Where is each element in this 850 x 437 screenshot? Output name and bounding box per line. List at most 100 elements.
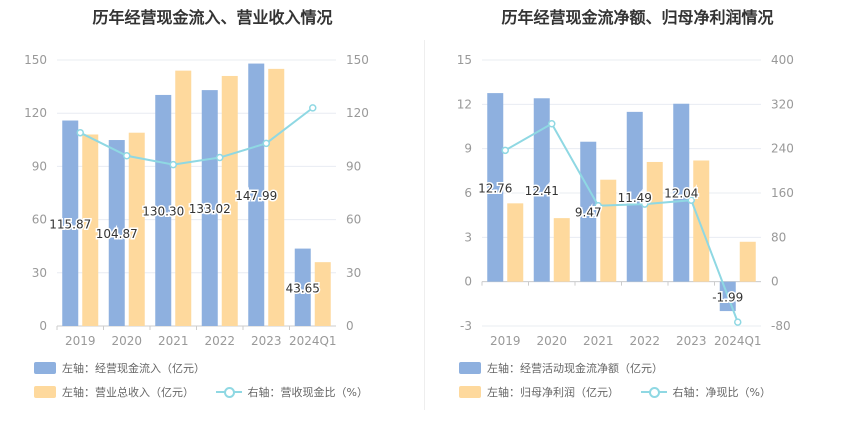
right-line-point xyxy=(687,196,695,204)
right-category-label: 2019 xyxy=(490,334,521,348)
right-category-label: 2020 xyxy=(536,334,567,348)
left-legend-line-label: 右轴：营收现金比（%） xyxy=(247,386,368,399)
left-bar-series2 xyxy=(82,134,99,326)
right-bar-series2 xyxy=(600,179,617,282)
right-line-point xyxy=(501,146,509,155)
left-right-tick-label: 0 xyxy=(346,319,354,333)
left-category-label: 2020 xyxy=(111,334,142,348)
right-right-tick-label: -80 xyxy=(771,319,791,333)
left-left-tick-label: 120 xyxy=(24,106,47,120)
right-data-label: 12.76 xyxy=(478,181,512,195)
left-category-label: 2024Q1 xyxy=(289,334,337,348)
left-legend-bar2-label: 左轴：营业总收入（亿元） xyxy=(62,386,194,399)
right-left-tick-label: 9 xyxy=(464,142,472,156)
right-legend-bar1[interactable]: 左轴：经营活动现金流净额（亿元） xyxy=(459,360,663,376)
right-legend-line-swatch xyxy=(640,386,667,398)
left-bar-series1 xyxy=(62,120,79,326)
left-bar-series1 xyxy=(248,63,265,327)
right-bar-series2 xyxy=(507,203,524,282)
right-legend-row1: 左轴：经营活动现金流净额（亿元） xyxy=(459,360,681,377)
left-left-tick-label: 60 xyxy=(32,213,47,227)
left-chart-title: 历年经营现金流入、营业收入情况 xyxy=(92,8,333,27)
right-right-tick-label: 400 xyxy=(771,53,794,67)
right-left-tick-label: 6 xyxy=(464,186,472,200)
right-chart-svg: -3 0 3 6 9 12 15 -80 0 80 160 240 320 400 2019 2020 2021… xyxy=(457,53,794,348)
left-bar-series2 xyxy=(314,262,331,326)
left-right-tick-label: 120 xyxy=(346,106,369,120)
right-legend-bar1-swatch xyxy=(459,362,481,374)
right-left-tick-label: 12 xyxy=(457,97,472,111)
right-bar-series1 xyxy=(487,93,504,282)
right-category-label: 2022 xyxy=(629,334,660,348)
left-data-label: 147.99 xyxy=(235,189,277,203)
right-line-series xyxy=(504,122,739,323)
left-data-label: 133.02 xyxy=(189,202,231,216)
left-line-point xyxy=(169,160,177,169)
left-left-tick-label: 0 xyxy=(39,319,47,333)
left-bar-series2 xyxy=(175,70,192,326)
left-bar-series1 xyxy=(294,248,311,326)
left-line-point xyxy=(262,139,270,148)
left-legend-line[interactable]: 右轴：营收现金比（%） xyxy=(215,384,368,400)
left-legend-bar2[interactable]: 左轴：营业总收入（亿元） xyxy=(34,384,194,400)
right-legend-bar1-label: 左轴：经营活动现金流净额（亿元） xyxy=(487,362,663,375)
left-bar-series1 xyxy=(108,140,125,326)
right-right-tick-label: 320 xyxy=(771,97,794,111)
left-right-tick-label: 60 xyxy=(346,213,361,227)
left-right-tick-label: 30 xyxy=(346,266,361,280)
right-bar-series2 xyxy=(739,241,756,282)
left-data-label: 115.87 xyxy=(49,217,91,231)
right-legend-bar2[interactable]: 左轴：归母净利润（亿元） xyxy=(459,384,619,400)
right-right-tick-label: 240 xyxy=(771,142,794,156)
right-data-label: 11.49 xyxy=(618,191,652,205)
left-legend-bar1[interactable]: 左轴：经营现金流入（亿元） xyxy=(34,360,205,376)
left-bar-series2 xyxy=(128,132,145,326)
left-right-tick-label: 90 xyxy=(346,159,361,173)
right-left-tick-label: 3 xyxy=(464,230,472,244)
right-bar-series1 xyxy=(626,111,643,282)
right-bar-series1 xyxy=(533,98,550,282)
right-legend-line-label: 右轴：净现比（%） xyxy=(672,386,771,399)
right-chart-title: 历年经营现金流净额、归母净利润情况 xyxy=(501,8,774,27)
left-left-tick-label: 150 xyxy=(24,53,47,67)
right-left-tick-label: 0 xyxy=(464,275,472,289)
left-category-label: 2019 xyxy=(65,334,96,348)
left-right-tick-label: 150 xyxy=(346,53,369,67)
panel-divider xyxy=(424,40,425,410)
right-line-point xyxy=(734,318,742,326)
right-line-point xyxy=(594,201,602,210)
right-data-label: 12.04 xyxy=(664,187,698,201)
right-bar-series1 xyxy=(673,103,690,282)
right-line-point xyxy=(548,119,556,128)
right-left-tick-label: 15 xyxy=(457,53,472,67)
right-bar-series2 xyxy=(553,218,570,282)
right-category-label: 2021 xyxy=(583,334,614,348)
left-left-tick-label: 90 xyxy=(32,159,47,173)
left-chart-panel: 历年经营现金流入、营业收入情况 0 30 60 90 120 150 0 30 60 90 120 1… xyxy=(24,8,386,401)
right-right-tick-label: 80 xyxy=(771,230,786,244)
left-legend-row2: 左轴：营业总收入（亿元） 右轴：营收现金比（%） xyxy=(34,384,386,401)
left-line-point xyxy=(123,152,131,160)
left-left-tick-label: 30 xyxy=(32,266,47,280)
right-legend-bar2-swatch xyxy=(459,386,481,398)
right-right-tick-label: 160 xyxy=(771,186,794,200)
right-left-tick-label: -3 xyxy=(460,319,472,333)
right-data-label: 9.47 xyxy=(575,206,602,220)
left-line-point xyxy=(76,128,84,137)
left-data-label: 43.65 xyxy=(286,281,320,295)
left-line-series xyxy=(79,107,314,166)
left-legend-bar1-swatch xyxy=(34,362,56,374)
right-legend-line[interactable]: 右轴：净现比（%） xyxy=(640,384,771,400)
right-line-point xyxy=(641,200,649,208)
right-data-label: 12.41 xyxy=(525,184,559,198)
left-bar-series2 xyxy=(221,75,238,327)
left-legend-bar2-swatch xyxy=(34,386,56,398)
left-category-label: 2021 xyxy=(158,334,189,348)
left-data-label: 104.87 xyxy=(96,227,138,241)
right-bar-series2 xyxy=(646,161,663,282)
right-right-tick-label: 0 xyxy=(771,275,779,289)
right-legend-row2: 左轴：归母净利润（亿元） 右轴：净现比（%） xyxy=(459,384,789,401)
right-chart-panel: 历年经营现金流净额、归母净利润情况 -3 0 3 6 9 12 15 -80 0 80 160 240… xyxy=(425,0,850,437)
right-data-label: -1.99 xyxy=(712,290,743,304)
left-line-point xyxy=(309,104,317,112)
